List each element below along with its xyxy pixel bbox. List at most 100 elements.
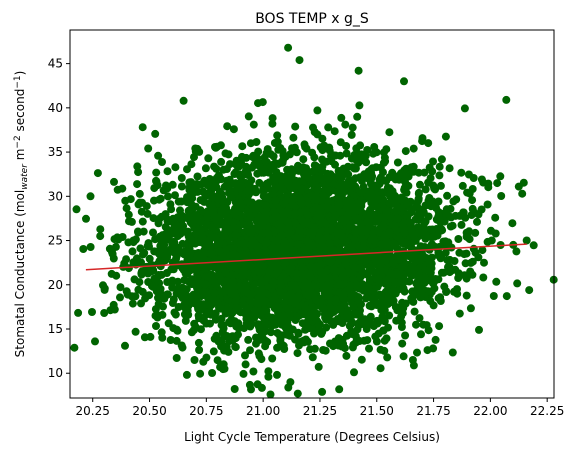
data-point xyxy=(151,129,160,138)
data-point xyxy=(322,315,331,324)
data-point xyxy=(310,225,319,233)
data-point xyxy=(212,177,221,186)
data-point xyxy=(330,127,339,136)
data-point xyxy=(193,172,202,181)
x-tick-label: 21.50 xyxy=(360,404,394,418)
data-point xyxy=(284,43,293,52)
data-point xyxy=(462,291,471,300)
data-point xyxy=(268,114,277,123)
data-point xyxy=(228,271,237,280)
data-point xyxy=(368,172,377,181)
data-point xyxy=(241,360,250,369)
data-point xyxy=(289,133,298,142)
data-point xyxy=(338,319,347,327)
data-point xyxy=(268,354,277,363)
data-point xyxy=(181,294,190,303)
data-point xyxy=(347,130,356,139)
data-point xyxy=(255,267,264,276)
data-point xyxy=(315,233,324,241)
data-point xyxy=(139,227,148,236)
data-point xyxy=(399,275,408,284)
data-point xyxy=(389,197,398,206)
data-point xyxy=(399,352,408,361)
data-point xyxy=(312,316,321,325)
data-point xyxy=(262,149,271,158)
data-point xyxy=(238,142,247,151)
data-point xyxy=(247,385,255,394)
data-point xyxy=(271,270,280,279)
data-point xyxy=(235,162,244,171)
data-point xyxy=(437,155,446,164)
data-point xyxy=(135,278,144,287)
data-point xyxy=(212,164,221,173)
data-point xyxy=(410,307,419,316)
y-tick-label: 20 xyxy=(48,278,63,292)
data-point xyxy=(350,203,359,212)
data-point xyxy=(348,123,357,132)
y-tick-label: 15 xyxy=(48,322,63,336)
data-point xyxy=(393,203,402,212)
data-point xyxy=(288,297,297,306)
y-axis-label-middle: m xyxy=(13,149,27,165)
data-point xyxy=(325,146,334,155)
data-point xyxy=(91,337,99,346)
data-point xyxy=(120,259,129,268)
data-point xyxy=(164,192,172,201)
data-point xyxy=(306,273,315,281)
data-point xyxy=(241,351,249,360)
data-point xyxy=(257,284,266,293)
data-point xyxy=(177,341,186,350)
data-point xyxy=(144,278,153,286)
data-point xyxy=(379,148,388,157)
data-point xyxy=(253,299,262,308)
data-point xyxy=(513,279,522,288)
data-point xyxy=(421,234,430,243)
data-point xyxy=(230,170,239,178)
data-point xyxy=(197,236,206,245)
data-point xyxy=(455,211,464,220)
data-point xyxy=(409,144,418,153)
data-point xyxy=(216,217,225,226)
data-point xyxy=(357,248,366,257)
data-point xyxy=(454,274,463,282)
data-point xyxy=(301,246,309,254)
data-point xyxy=(177,182,186,191)
data-point xyxy=(244,112,253,121)
data-point xyxy=(196,369,205,378)
data-point xyxy=(441,237,450,246)
data-point xyxy=(267,162,276,171)
data-point xyxy=(429,301,438,310)
data-point xyxy=(353,325,362,334)
data-point xyxy=(424,139,433,148)
data-point xyxy=(268,119,277,128)
data-point xyxy=(220,182,229,191)
data-point xyxy=(351,174,360,183)
data-point xyxy=(355,311,364,320)
data-point xyxy=(241,167,250,176)
data-point xyxy=(341,120,350,129)
data-point xyxy=(512,247,521,256)
data-point xyxy=(502,292,511,301)
data-point xyxy=(341,214,350,223)
data-point xyxy=(297,310,306,319)
data-point xyxy=(469,174,478,182)
data-point xyxy=(152,322,160,330)
data-point xyxy=(348,249,356,258)
data-point xyxy=(127,217,136,226)
data-point xyxy=(436,293,445,302)
data-point xyxy=(228,336,237,345)
data-point xyxy=(502,95,511,104)
scatter-points xyxy=(70,43,558,399)
data-point xyxy=(435,322,444,331)
data-point xyxy=(172,221,181,230)
data-point xyxy=(314,362,323,371)
data-point xyxy=(425,259,434,268)
data-point xyxy=(105,244,114,253)
data-point xyxy=(246,346,254,355)
data-point xyxy=(351,263,359,272)
data-point xyxy=(151,311,160,320)
data-point xyxy=(217,276,226,285)
data-point xyxy=(139,250,147,259)
data-point xyxy=(496,172,505,181)
data-point xyxy=(264,230,273,239)
